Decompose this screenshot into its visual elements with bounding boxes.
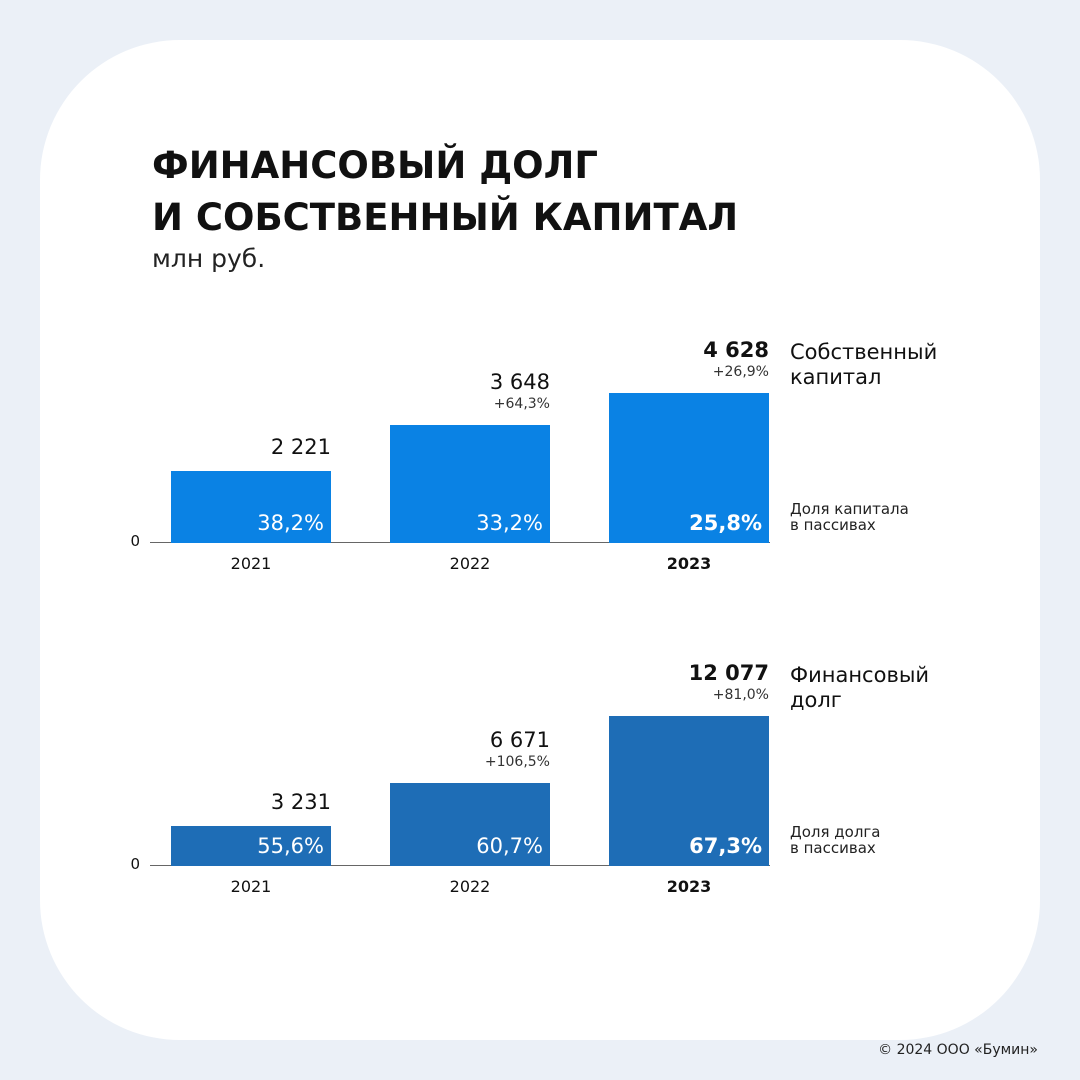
- value-label: 3 648: [489, 369, 550, 394]
- series-name: Собственный капитал: [790, 340, 938, 389]
- value-label: 12 077: [688, 660, 769, 685]
- share-label: 67,3%: [689, 834, 762, 858]
- y-tick-label: 0: [130, 532, 140, 550]
- series-name: Финансовый долг: [790, 663, 930, 712]
- value-label: 4 628: [703, 338, 769, 363]
- share-label: 38,2%: [257, 511, 324, 535]
- bar: [390, 782, 550, 866]
- share-label: 33,2%: [476, 511, 543, 535]
- subtitle: млн руб.: [152, 244, 266, 273]
- x-tick-label: 2022: [449, 554, 491, 573]
- change-label: +26,9%: [712, 364, 769, 381]
- x-tick-label: 2023: [666, 554, 712, 573]
- value-label: 6 671: [489, 727, 550, 752]
- value-label: 3 231: [270, 789, 331, 814]
- bar: [171, 471, 331, 543]
- copyright: © 2024 ООО «Бумин»: [878, 1042, 1038, 1058]
- change-label: +64,3%: [493, 395, 550, 412]
- bar: [609, 715, 769, 866]
- bar: [171, 825, 331, 866]
- x-tick-label: 2021: [230, 554, 272, 573]
- share-note: Доля долга в пассивах: [790, 823, 881, 857]
- change-label: +81,0%: [712, 686, 769, 703]
- share-label: 25,8%: [689, 511, 762, 535]
- share-label: 55,6%: [257, 834, 324, 858]
- share-label: 60,7%: [476, 834, 543, 858]
- bar: [390, 424, 550, 543]
- bar: [609, 393, 769, 543]
- x-tick-label: 2023: [666, 877, 712, 896]
- value-label: 2 221: [270, 435, 331, 460]
- share-note: Доля капитала в пассивах: [790, 500, 909, 534]
- title: ФИНАНСОВЫЙ ДОЛГ И СОБСТВЕННЫЙ КАПИТАЛ: [152, 144, 739, 239]
- y-tick-label: 0: [130, 855, 140, 873]
- x-tick-label: 2021: [230, 877, 272, 896]
- x-tick-label: 2022: [449, 877, 491, 896]
- change-label: +106,5%: [484, 753, 550, 770]
